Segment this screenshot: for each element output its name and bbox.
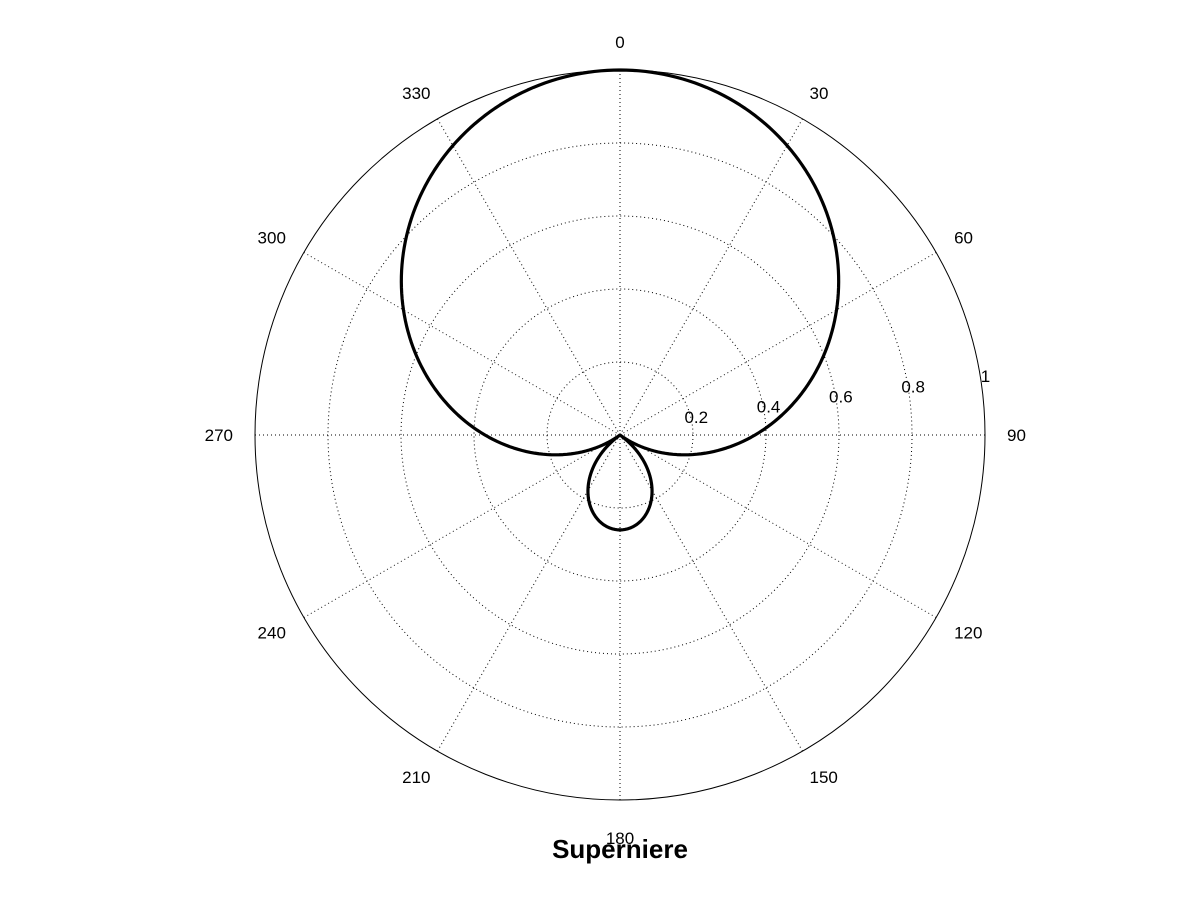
axis-labels: 0 30 60 90 120 150 180 210 240 270 300 330 0.2 0.4 0.6… bbox=[205, 33, 1026, 848]
angle-tick-label: 270 bbox=[205, 426, 233, 445]
angle-grid-spoke bbox=[437, 118, 621, 436]
radial-grid-circle bbox=[400, 215, 840, 655]
angle-tick-label: 330 bbox=[402, 84, 430, 103]
angle-grid-spoke bbox=[303, 252, 621, 436]
angle-tick-label: 30 bbox=[810, 84, 829, 103]
angle-grid-spoke bbox=[619, 252, 937, 436]
angle-tick-label: 60 bbox=[954, 229, 973, 248]
angle-grid-spoke bbox=[619, 434, 937, 618]
angle-tick-label: 240 bbox=[258, 624, 286, 643]
radial-tick-label: 0.2 bbox=[684, 408, 708, 427]
data-series-layer bbox=[399, 68, 841, 532]
radial-tick-label: 1 bbox=[981, 367, 990, 386]
radial-tick-label: 0.6 bbox=[829, 388, 853, 407]
angle-grid-spoke bbox=[619, 434, 803, 752]
chart-title: Supernierе bbox=[552, 834, 688, 864]
angle-grid-spoke bbox=[619, 118, 803, 436]
angle-tick-label: 90 bbox=[1007, 426, 1026, 445]
angle-grid-spoke bbox=[303, 434, 621, 618]
angle-tick-label: 0 bbox=[615, 33, 624, 52]
angle-tick-label: 300 bbox=[258, 229, 286, 248]
radial-grid-circle bbox=[473, 288, 767, 582]
angle-grid-spoke bbox=[437, 434, 621, 752]
polar-pattern-curve bbox=[399, 68, 841, 532]
angle-tick-label: 150 bbox=[810, 768, 838, 787]
angle-tick-label: 210 bbox=[402, 768, 430, 787]
angle-tick-label: 180 bbox=[606, 829, 634, 848]
radial-tick-label: 0.8 bbox=[901, 377, 925, 396]
angle-tick-label: 120 bbox=[954, 624, 982, 643]
polar-grid bbox=[254, 69, 986, 801]
radial-tick-label: 0.4 bbox=[757, 398, 781, 417]
